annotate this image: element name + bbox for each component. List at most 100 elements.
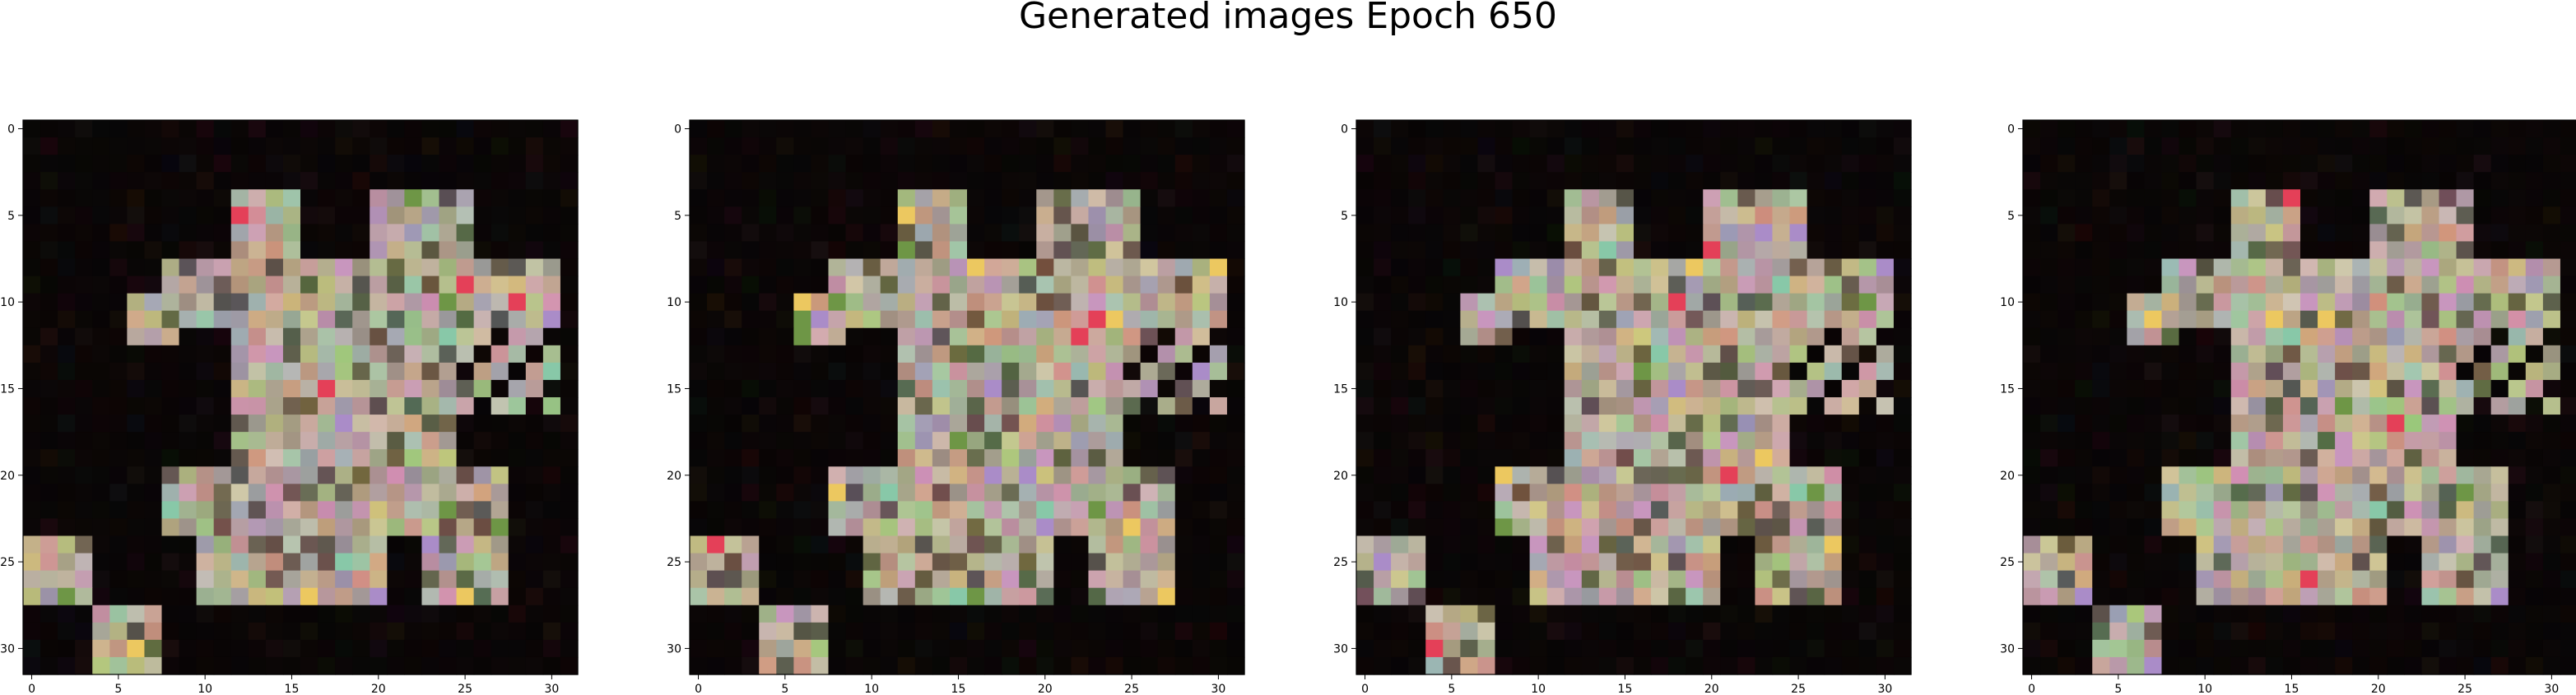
- pixel-cell: [1564, 656, 1583, 675]
- pixel-cell: [387, 241, 405, 260]
- pixel-cell: [2387, 501, 2405, 520]
- pixel-cell: [967, 206, 985, 225]
- pixel-cell: [707, 189, 725, 207]
- pixel-cell: [1123, 241, 1142, 260]
- pixel-cell: [2109, 639, 2127, 658]
- pixel-cell: [1226, 484, 1245, 502]
- pixel-cell: [932, 656, 951, 675]
- pixel-cell: [1002, 172, 1020, 190]
- pixel-cell: [2248, 206, 2267, 225]
- pixel-cell: [845, 415, 864, 433]
- pixel-cell: [2525, 622, 2544, 641]
- pixel-cell: [179, 379, 198, 398]
- pixel-cell: [1408, 189, 1426, 207]
- pixel-cell: [1651, 362, 1669, 381]
- axes-frame: [1355, 119, 1912, 675]
- pixel-cell: [863, 241, 881, 260]
- pixel-cell: [1876, 206, 1895, 225]
- pixel-cell: [1703, 622, 1721, 641]
- pixel-cell: [2560, 449, 2576, 467]
- pixel-cell: [248, 137, 267, 155]
- pixel-cell: [352, 310, 370, 329]
- pixel-cell: [880, 189, 899, 207]
- pixel-cell: [793, 535, 812, 554]
- pixel-cell: [1209, 570, 1228, 589]
- pixel-cell: [161, 327, 180, 346]
- pixel-cell: [1564, 258, 1583, 277]
- pixel-cell: [863, 345, 881, 364]
- pixel-cell: [1002, 449, 1020, 467]
- pixel-cell: [1564, 345, 1583, 364]
- pixel-cell: [300, 484, 319, 502]
- pixel-cell: [2352, 310, 2370, 329]
- pixel-cell: [2525, 639, 2544, 658]
- pixel-cell: [845, 587, 864, 606]
- pixel-cell: [1634, 570, 1652, 589]
- pixel-cell: [1443, 276, 1461, 294]
- pixel-cell: [1443, 362, 1461, 381]
- pixel-cell: [776, 622, 794, 641]
- pixel-cell: [967, 137, 985, 155]
- pixel-cell: [2404, 327, 2423, 346]
- pixel-cell: [179, 397, 198, 415]
- pixel-cell: [1806, 622, 1825, 641]
- pixel-cell: [863, 605, 881, 623]
- pixel-cell: [1036, 241, 1054, 260]
- pixel-cell: [2404, 432, 2423, 450]
- pixel-cell: [109, 293, 128, 312]
- pixel-cell: [335, 570, 353, 589]
- pixel-cell: [724, 172, 742, 190]
- pixel-cell: [828, 155, 847, 173]
- pixel-cell: [2248, 120, 2267, 138]
- pixel-cell: [2265, 172, 2284, 190]
- pixel-cell: [1391, 379, 1409, 398]
- pixel-cell: [828, 605, 847, 623]
- pixel-cell: [370, 362, 388, 381]
- pixel-cell: [2473, 501, 2492, 520]
- pixel-cell: [1036, 155, 1054, 173]
- pixel-cell: [1858, 622, 1877, 641]
- pixel-cell: [542, 449, 561, 467]
- pixel-cell: [2023, 535, 2041, 554]
- pixel-cell: [1157, 276, 1176, 294]
- pixel-cell: [318, 120, 336, 138]
- pixel-cell: [1703, 327, 1721, 346]
- pixel-cell: [2525, 206, 2544, 225]
- pixel-cell: [2352, 553, 2370, 572]
- pixel-cell: [1651, 276, 1669, 294]
- pixel-cell: [845, 466, 864, 484]
- pixel-cell: [1002, 484, 1020, 502]
- pixel-cell: [421, 224, 440, 243]
- pixel-cell: [1720, 570, 1738, 589]
- pixel-cell: [1053, 137, 1072, 155]
- pixel-cell: [2213, 258, 2232, 277]
- pixel-cell: [58, 241, 76, 260]
- pixel-cell: [1157, 518, 1176, 537]
- pixel-cell: [2144, 293, 2163, 312]
- pixel-cell: [161, 293, 180, 312]
- pixel-cell: [456, 605, 475, 623]
- pixel-cell: [230, 570, 249, 589]
- pixel-cell: [811, 656, 830, 675]
- pixel-cell: [318, 258, 336, 277]
- pixel-cell: [828, 501, 847, 520]
- pixel-cell: [1598, 432, 1617, 450]
- pixel-cell: [1495, 276, 1514, 294]
- pixel-cell: [1512, 501, 1531, 520]
- pixel-cell: [1651, 570, 1669, 589]
- pixel-cell: [1105, 172, 1124, 190]
- pixel-cell: [2456, 379, 2475, 398]
- pixel-cell: [1668, 327, 1686, 346]
- pixel-cell: [984, 535, 1002, 554]
- pixel-cell: [914, 553, 933, 572]
- pixel-cell: [2230, 258, 2249, 277]
- pixel-cell: [213, 258, 232, 277]
- pixel-cell: [1226, 535, 1245, 554]
- pixel-cell: [2404, 137, 2423, 155]
- pixel-cell: [58, 605, 76, 623]
- pixel-cell: [1824, 553, 1843, 572]
- pixel-cell: [1002, 397, 1020, 415]
- pixel-cell: [525, 120, 544, 138]
- pixel-cell: [1019, 449, 1037, 467]
- pixel-cell: [92, 258, 110, 277]
